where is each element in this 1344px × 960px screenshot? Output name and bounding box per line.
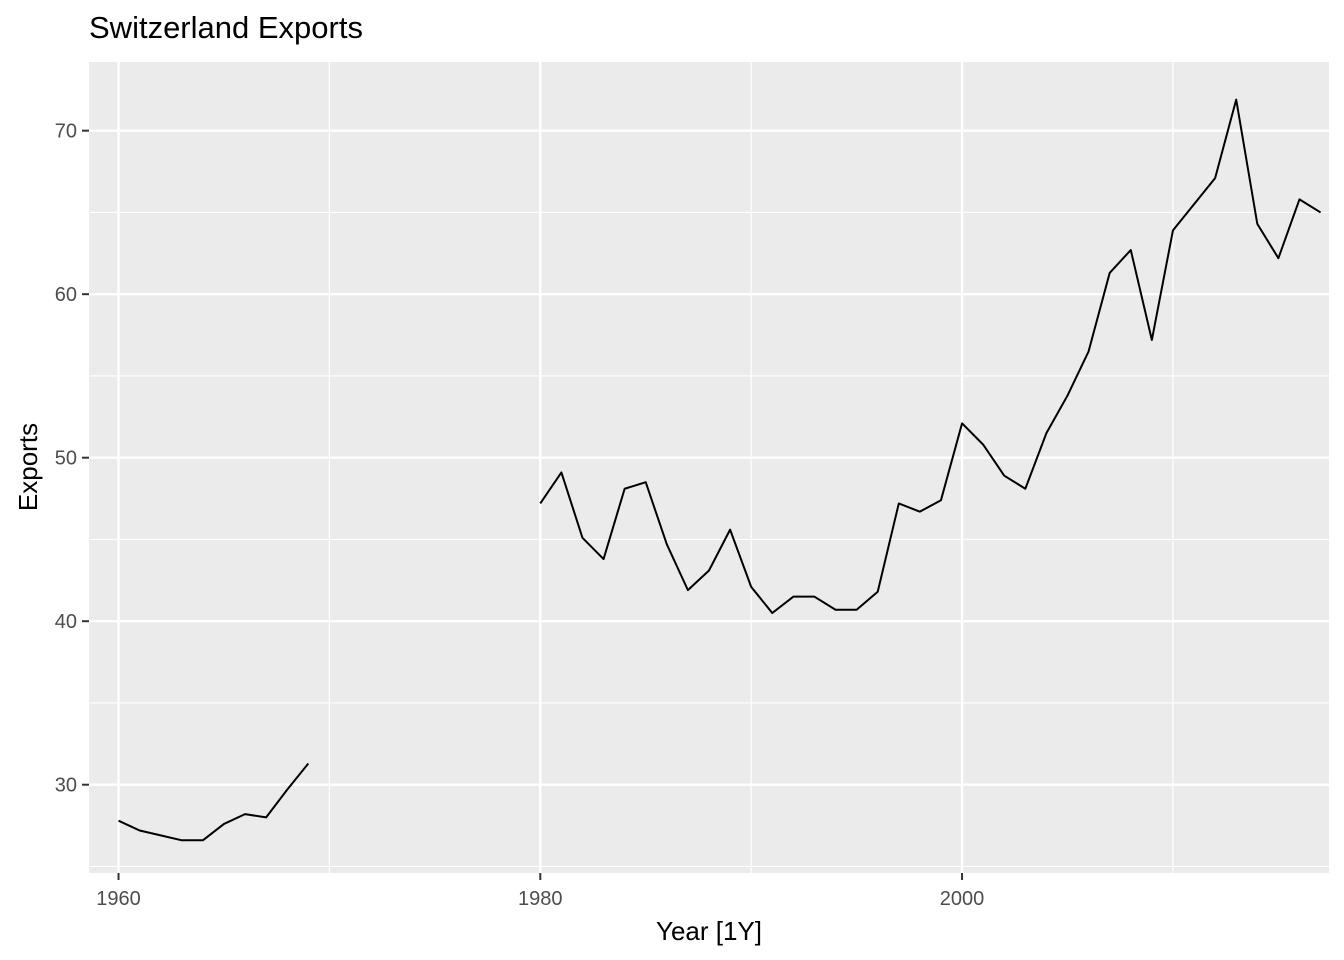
x-tick-label: 2000 [940,888,985,910]
y-tick-label: 40 [55,611,77,633]
y-tick-label: 50 [55,448,77,470]
y-axis-title: Exports [13,423,43,511]
chart-title: Switzerland Exports [89,10,363,45]
y-axis: 30 40 50 60 70 [55,121,89,797]
x-tick-label: 1980 [518,888,563,910]
major-gridlines [89,62,1329,873]
series-line [118,98,1322,842]
x-tick-label: 1960 [96,888,141,910]
minor-gridlines [89,62,1329,873]
y-tick-label: 70 [55,121,77,143]
plot-panel [89,62,1329,873]
x-axis: 1960 1980 2000 [96,873,984,910]
x-axis-title: Year [1Y] [656,916,762,946]
series-layer [118,98,1322,842]
y-tick-label: 60 [55,284,77,306]
y-tick-label: 30 [55,775,77,797]
